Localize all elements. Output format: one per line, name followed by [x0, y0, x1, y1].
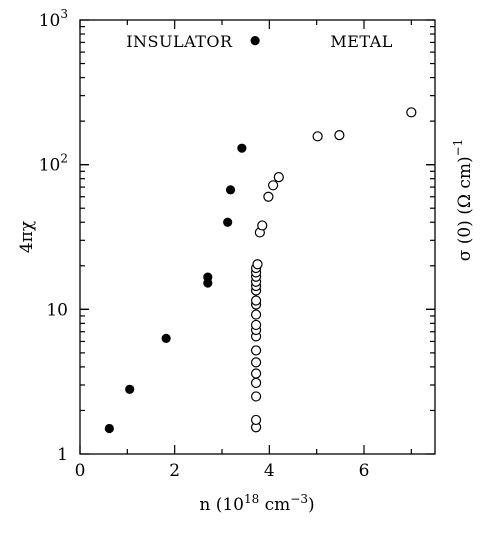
open-data-point — [250, 345, 262, 356]
filled-data-point — [104, 423, 114, 434]
y-tick-label: 102 — [39, 152, 68, 176]
x-tick-label: 4 — [264, 461, 275, 481]
open-data-point — [250, 414, 262, 426]
open-data-point — [250, 309, 262, 320]
y-tick-label: 103 — [39, 7, 68, 31]
open-data-point — [250, 357, 262, 368]
region-annotation: METAL — [330, 32, 393, 51]
open-data-point — [334, 130, 345, 141]
y-axis-label-left: 4πχ — [17, 221, 37, 253]
open-data-point — [252, 259, 263, 270]
open-data-point — [250, 368, 262, 379]
filled-data-point — [161, 333, 171, 343]
open-data-point — [257, 220, 268, 231]
region-annotation: INSULATOR — [126, 32, 233, 51]
open-data-point — [250, 377, 262, 389]
filled-data-point — [250, 36, 260, 46]
filled-data-point — [225, 185, 236, 195]
annotations: INSULATOR METAL — [126, 32, 393, 51]
open-data-point — [312, 131, 323, 142]
open-data-point — [268, 180, 279, 191]
plot-frame — [79, 19, 436, 455]
x-tick-label: 6 — [359, 461, 370, 481]
open-data-point — [250, 319, 262, 331]
open-data-point — [250, 295, 262, 306]
y-tick-label: 1 — [57, 445, 68, 465]
tick-labels: 0 2 4 6 1 10 102 103 — [39, 7, 370, 481]
open-data-point — [273, 172, 284, 183]
open-data-point — [406, 107, 417, 118]
filled-data-point — [125, 384, 135, 394]
tick-marks — [79, 19, 435, 455]
open-data-point — [250, 391, 262, 402]
x-axis-label: n (1018 cm−3) — [199, 492, 314, 515]
filled-data-point — [223, 217, 233, 227]
x-tick-label: 2 — [169, 461, 180, 481]
open-data-point — [263, 191, 274, 202]
filled-data-point — [237, 143, 247, 153]
filled-data-point — [203, 272, 213, 282]
y-tick-label: 10 — [46, 300, 68, 320]
x-tick-label: 0 — [75, 461, 86, 481]
data-points — [104, 36, 417, 434]
y-axis-label-right: σ (0) (Ω cm)−1 — [451, 139, 475, 262]
